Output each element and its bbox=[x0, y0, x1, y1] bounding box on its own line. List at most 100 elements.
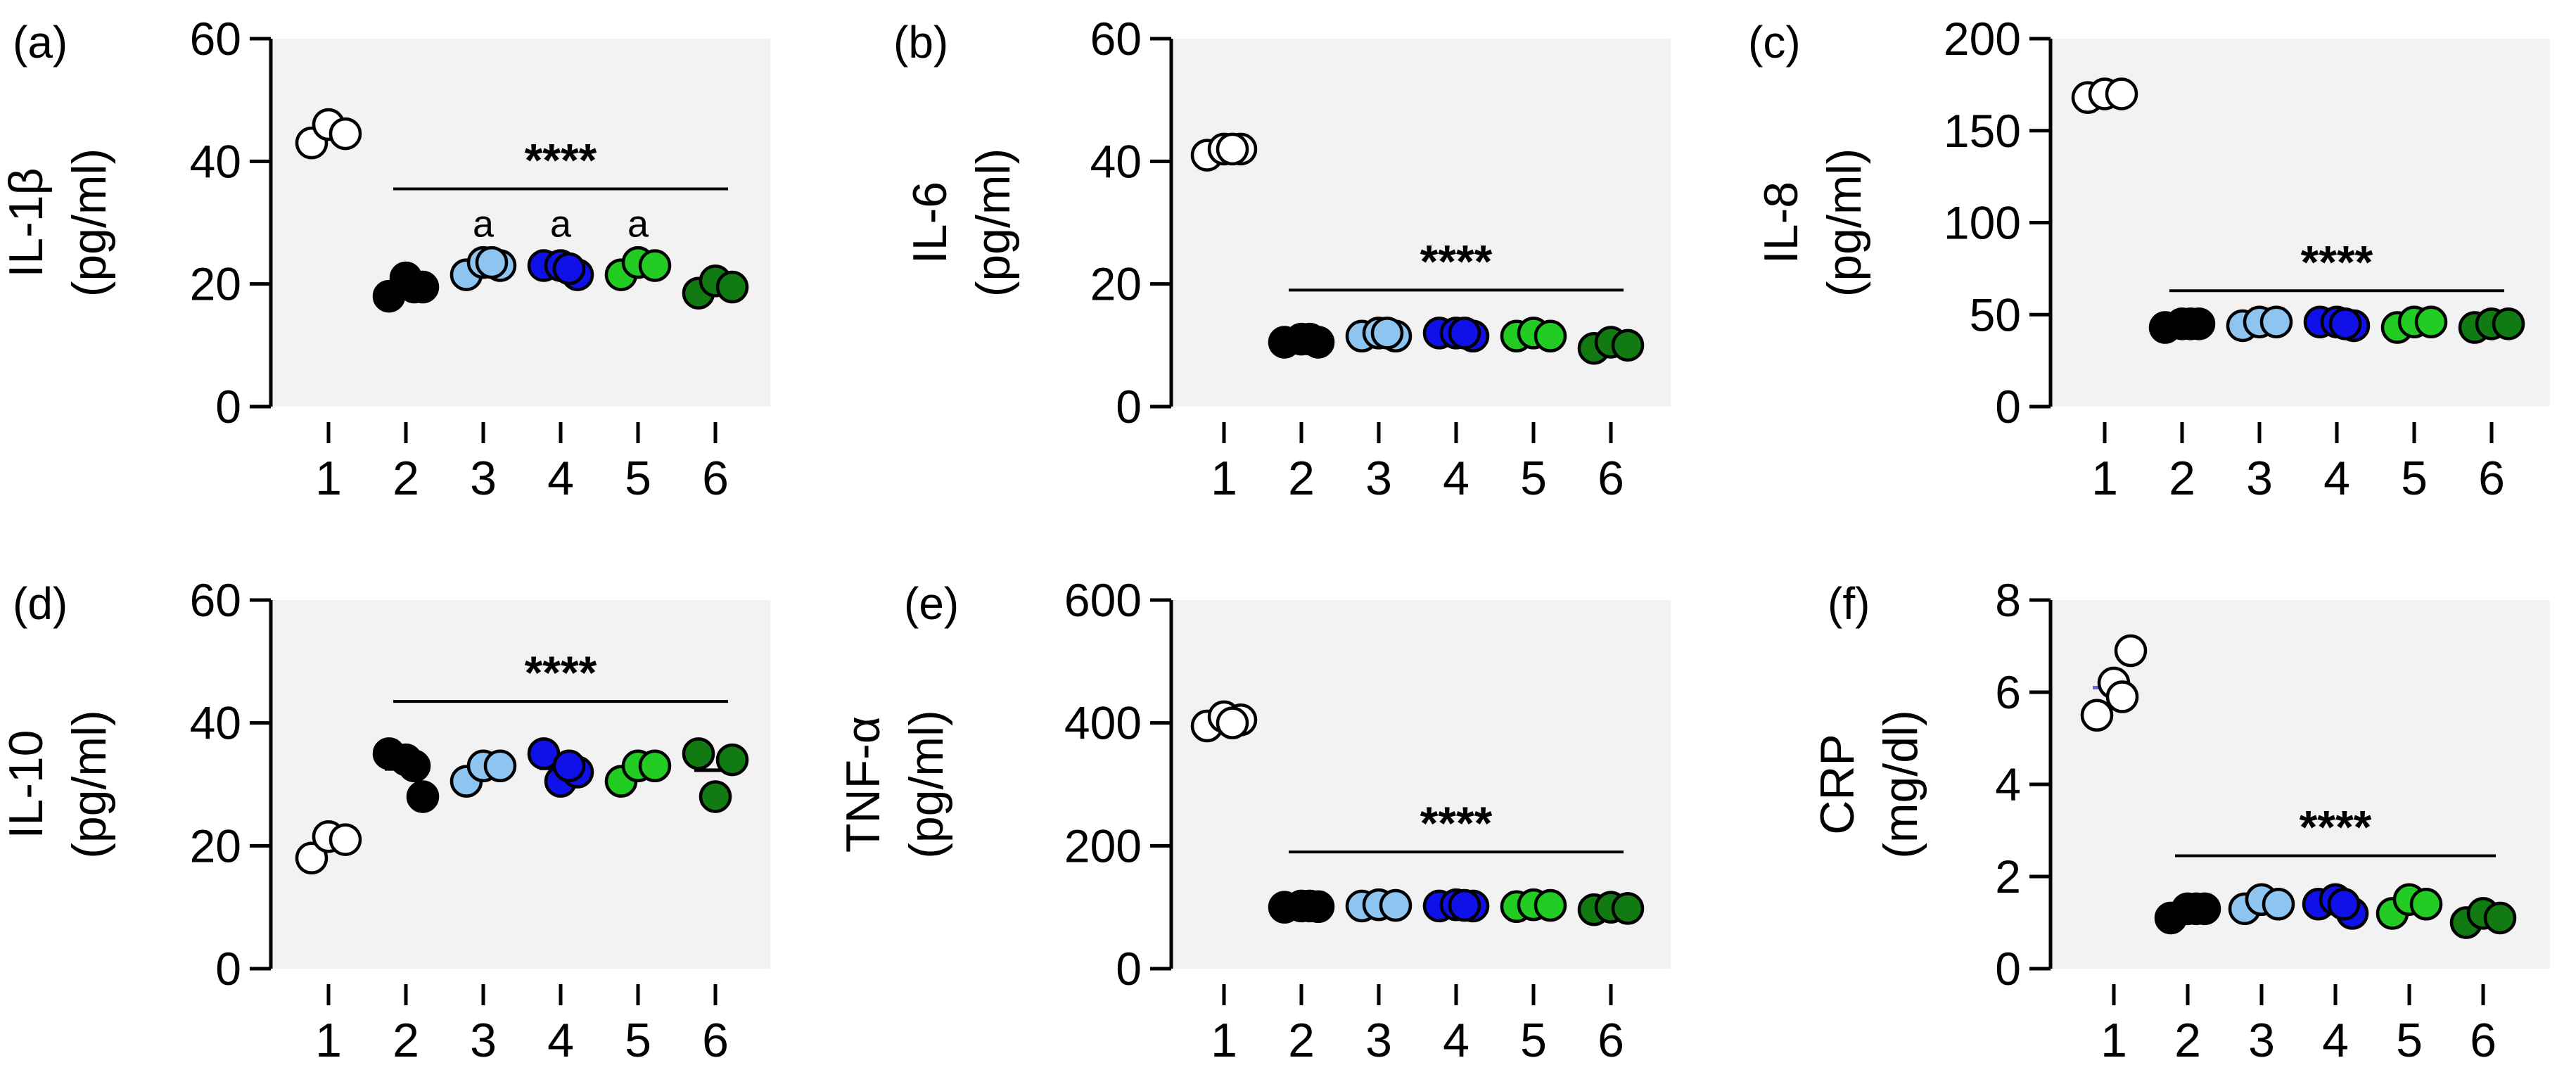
x-tick-label: 3 bbox=[2246, 452, 2273, 505]
chart-panel-2: (b) 0 20 40 60 IL-6 (pg/ml) 1 2 3 4 5 6 **** bbox=[893, 13, 1671, 505]
data-point bbox=[483, 749, 517, 783]
data-point bbox=[295, 841, 329, 875]
y-tick-label: 20 bbox=[1090, 258, 1142, 310]
x-tick-label: 5 bbox=[625, 1014, 651, 1067]
x-tick-label: 5 bbox=[2401, 452, 2428, 505]
y-tick-label: 20 bbox=[190, 820, 241, 872]
data-point bbox=[1293, 322, 1327, 356]
data-point bbox=[1379, 888, 1413, 922]
y-tick-label: 6 bbox=[1995, 666, 2021, 718]
y-tick-label: 60 bbox=[190, 574, 241, 626]
x-tick-label: 6 bbox=[1598, 452, 1624, 505]
data-point bbox=[1611, 329, 1645, 362]
y-axis-title: IL-10 bbox=[0, 730, 53, 839]
data-point bbox=[638, 249, 672, 282]
significance-label: **** bbox=[525, 646, 597, 699]
x-tick-label: 6 bbox=[702, 1014, 729, 1067]
x-tick-label: 4 bbox=[2322, 1014, 2349, 1067]
data-point bbox=[1534, 319, 1567, 353]
data-point bbox=[329, 823, 362, 856]
group-mark: a bbox=[627, 203, 649, 246]
data-point bbox=[475, 246, 509, 279]
x-tick-label: 3 bbox=[1365, 1014, 1392, 1067]
y-tick-label: 0 bbox=[215, 381, 241, 433]
y-axis-unit: (pg/ml) bbox=[63, 148, 116, 298]
x-tick-label: 6 bbox=[1598, 1014, 1624, 1067]
data-point bbox=[406, 780, 440, 813]
data-point bbox=[2105, 680, 2139, 713]
data-point bbox=[2409, 888, 2443, 921]
panel-label: (e) bbox=[904, 578, 959, 629]
plot-background bbox=[271, 600, 770, 969]
group-mark: a bbox=[550, 203, 572, 246]
x-tick-label: 4 bbox=[1443, 452, 1469, 505]
x-tick-label: 3 bbox=[470, 1014, 497, 1067]
data-point bbox=[397, 749, 431, 783]
y-axis-unit: (pg/ml) bbox=[900, 710, 953, 859]
y-axis-unit: (pg/ml) bbox=[967, 148, 1020, 298]
data-point bbox=[2414, 305, 2448, 338]
panel-label: (f) bbox=[1828, 578, 1870, 629]
data-point bbox=[2328, 307, 2362, 340]
x-tick-label: 2 bbox=[2169, 452, 2195, 505]
significance-label: **** bbox=[2300, 801, 2372, 853]
x-tick-label: 1 bbox=[2091, 452, 2118, 505]
y-tick-label: 0 bbox=[1116, 381, 1142, 433]
y-tick-label: 40 bbox=[190, 697, 241, 749]
y-axis-title: CRP bbox=[1811, 734, 1864, 835]
y-tick-label: 60 bbox=[190, 13, 241, 65]
x-tick-label: 1 bbox=[1211, 452, 1237, 505]
x-tick-label: 4 bbox=[2323, 452, 2350, 505]
y-tick-label: 0 bbox=[1995, 381, 2021, 433]
y-tick-label: 600 bbox=[1064, 574, 1142, 626]
data-point bbox=[2174, 307, 2207, 340]
data-point bbox=[699, 780, 732, 813]
data-point bbox=[2114, 634, 2148, 668]
y-tick-label: 40 bbox=[190, 135, 241, 187]
y-tick-label: 60 bbox=[1090, 13, 1142, 65]
data-point bbox=[2080, 699, 2114, 732]
data-point bbox=[329, 117, 362, 151]
x-tick-label: 1 bbox=[1211, 1014, 1237, 1067]
data-point bbox=[682, 737, 715, 770]
data-point bbox=[2259, 305, 2293, 338]
x-tick-label: 2 bbox=[393, 452, 419, 505]
y-axis-unit: (pg/ml) bbox=[63, 710, 116, 859]
y-tick-label: 200 bbox=[1944, 13, 2021, 65]
x-tick-label: 1 bbox=[2100, 1014, 2127, 1067]
x-tick-label: 1 bbox=[315, 1014, 342, 1067]
data-point bbox=[1448, 888, 1481, 922]
x-tick-label: 3 bbox=[470, 452, 497, 505]
y-tick-label: 0 bbox=[1116, 943, 1142, 995]
y-axis-title: IL-1β bbox=[0, 167, 53, 277]
x-tick-label: 5 bbox=[2396, 1014, 2423, 1067]
y-tick-label: 2 bbox=[1995, 850, 2021, 903]
x-tick-label: 2 bbox=[1288, 1014, 1315, 1067]
panel-label: (a) bbox=[13, 17, 68, 68]
y-tick-label: 200 bbox=[1064, 820, 1142, 872]
y-axis-unit: (pg/ml) bbox=[1818, 148, 1871, 298]
x-tick-label: 2 bbox=[1288, 452, 1315, 505]
panel-label: (c) bbox=[1748, 17, 1801, 68]
x-tick-label: 4 bbox=[547, 1014, 574, 1067]
x-tick-label: 5 bbox=[1520, 1014, 1547, 1067]
x-tick-label: 5 bbox=[625, 452, 651, 505]
y-axis-unit: (mg/dl) bbox=[1874, 710, 1927, 859]
data-point bbox=[2327, 888, 2361, 921]
data-point bbox=[1293, 889, 1327, 923]
group-mark: a bbox=[473, 203, 495, 246]
chart-panel-5: (e) 0 200 400 600 TNF-α (pg/ml) 1 2 3 4 5 6 **** bbox=[836, 574, 1671, 1067]
data-point bbox=[552, 749, 586, 783]
data-point bbox=[397, 270, 431, 304]
y-tick-label: 40 bbox=[1090, 135, 1142, 187]
x-tick-label: 1 bbox=[315, 452, 342, 505]
chart-panel-1: (a) 0 20 40 60 IL-1β (pg/ml) 1 2 3 4 5 6 **** a a a bbox=[0, 13, 770, 505]
x-tick-label: 2 bbox=[393, 1014, 419, 1067]
chart-panel-3: (c) 0 50 100 150 200 IL-8 (pg/ml) 1 2 3 4 5 6 **** bbox=[1748, 13, 2550, 505]
x-tick-label: 6 bbox=[2478, 452, 2505, 505]
chart-panel-4: (d) 0 20 40 60 IL-10 (pg/ml) 1 2 3 4 5 6 **** bbox=[0, 574, 770, 1067]
data-point bbox=[1534, 888, 1567, 922]
data-point bbox=[1216, 132, 1249, 166]
